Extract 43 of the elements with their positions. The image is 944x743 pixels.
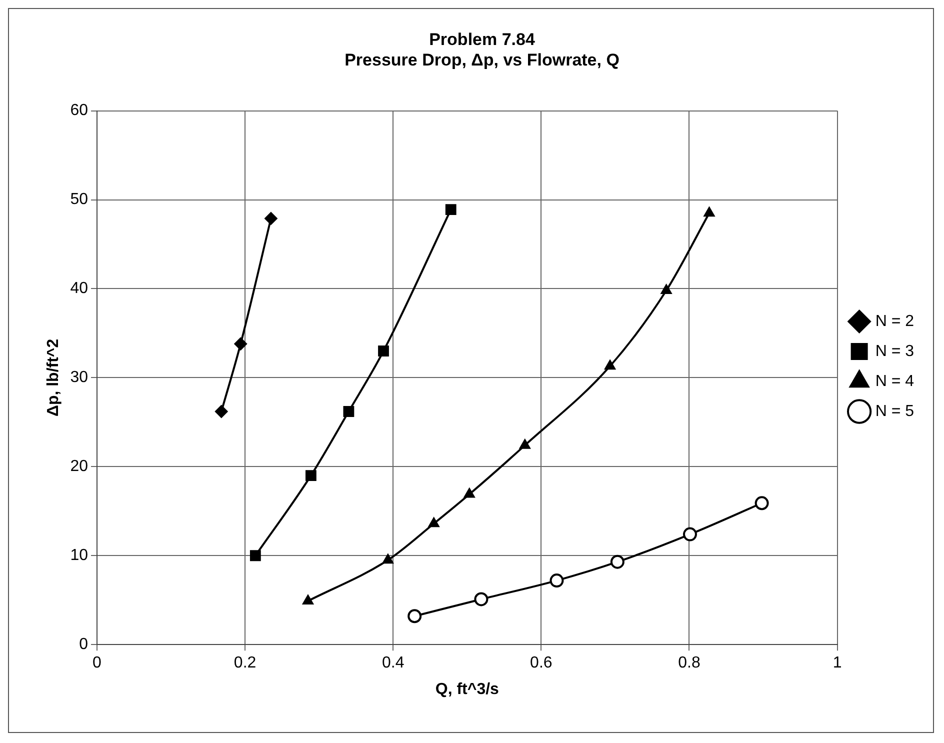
point	[464, 488, 476, 498]
text: Problem 7.84	[429, 30, 535, 49]
point	[474, 592, 488, 606]
point	[610, 554, 624, 569]
legend-label: N = 5	[875, 402, 914, 420]
point	[382, 554, 394, 564]
x-tick-label: 0.8	[678, 654, 700, 672]
point	[234, 337, 248, 350]
y-tick-label: 60	[70, 102, 88, 120]
legend-label: N = 4	[875, 372, 914, 390]
y-tick-label: 20	[70, 458, 88, 476]
y-tick-label: 50	[70, 191, 88, 208]
point	[754, 496, 769, 510]
x-axis-title: Q, ft^3/s	[435, 680, 500, 698]
point	[306, 470, 316, 482]
x-tick-label: 1	[832, 654, 842, 672]
y-tick-label: 0	[79, 636, 88, 654]
point	[519, 438, 531, 449]
point	[250, 550, 261, 562]
text: Pressure Drop, Δp, vs Flowrate, Q	[344, 50, 620, 70]
point	[408, 609, 422, 624]
point	[428, 517, 440, 528]
point	[343, 406, 354, 417]
x-tick-label: 0.2	[234, 654, 256, 672]
legend-label: N = 2	[875, 312, 914, 330]
point	[445, 204, 456, 216]
point	[214, 405, 228, 418]
y-axis-title: Δp, lb/ft^2	[45, 338, 62, 417]
point	[264, 212, 278, 225]
point	[604, 360, 616, 370]
y-tick-label: 40	[70, 280, 88, 298]
y-tick-label: 10	[70, 547, 88, 564]
point	[704, 206, 715, 217]
x-tick-label: 0.6	[530, 654, 552, 672]
point	[550, 574, 564, 588]
point	[660, 284, 672, 294]
y-tick-label: 30	[70, 369, 88, 386]
point	[682, 527, 697, 542]
point	[378, 346, 389, 356]
legend-label: N = 3	[875, 342, 914, 360]
point	[302, 594, 314, 605]
x-tick-label: 0.4	[382, 654, 404, 672]
x-tick-label: 0	[92, 654, 102, 672]
